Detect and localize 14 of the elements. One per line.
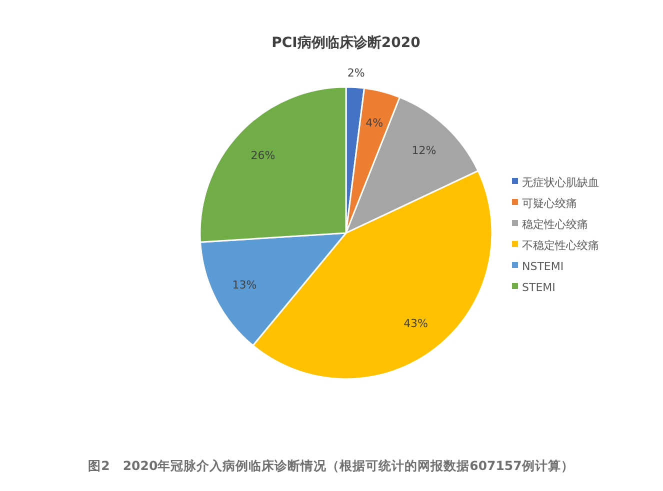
data-label: 2% — [347, 66, 365, 80]
data-label: 43% — [404, 316, 428, 330]
legend-label: 可疑心绞痛 — [522, 197, 577, 210]
legend-label: NSTEMI — [522, 260, 564, 273]
data-label: 4% — [366, 116, 384, 130]
data-label: 26% — [250, 149, 276, 162]
data-label: 12% — [412, 144, 436, 157]
legend-label: 不稳定性心绞痛 — [522, 239, 599, 252]
data-label: 13% — [232, 278, 257, 292]
chart-title: PCI病例临床诊断2020 — [272, 34, 421, 51]
caption: 图2 2020年冠脉介入病例临床诊断情况（根据可统计的网报数据607157例计算） — [88, 458, 574, 473]
legend-label: 无症状心肌缺血 — [522, 176, 599, 189]
legend-label: 稳定性心绞痛 — [522, 218, 588, 231]
legend-label: STEMI — [522, 281, 556, 294]
